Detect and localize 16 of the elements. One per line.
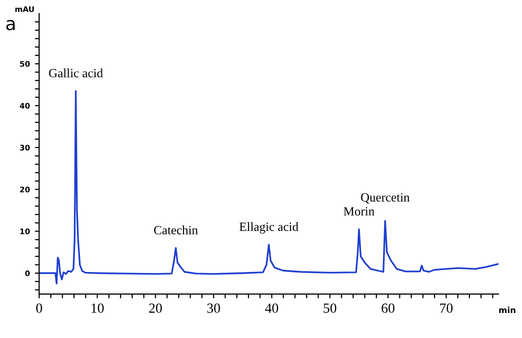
annotation: Gallic acid bbox=[49, 68, 103, 78]
x-tick-label: 70 bbox=[440, 303, 453, 313]
annotation: Morin bbox=[344, 207, 374, 216]
x-tick-label: 20 bbox=[149, 303, 162, 313]
annotation: Catechin bbox=[154, 226, 198, 234]
annotation: Ellagic acid bbox=[240, 222, 298, 234]
x-tick-label: 30 bbox=[207, 303, 220, 313]
x-tick-label: 50 bbox=[324, 303, 336, 313]
line-series bbox=[39, 90, 499, 284]
x-tick-label: 0 bbox=[36, 303, 42, 313]
x-tick-label: 40 bbox=[265, 303, 278, 313]
text: a bbox=[6, 20, 15, 30]
annotation: Quercetin bbox=[360, 193, 410, 204]
x-tick-label: 60 bbox=[382, 303, 394, 313]
x-tick-label: 10 bbox=[92, 303, 104, 313]
x-axis-title: min bbox=[499, 306, 516, 314]
